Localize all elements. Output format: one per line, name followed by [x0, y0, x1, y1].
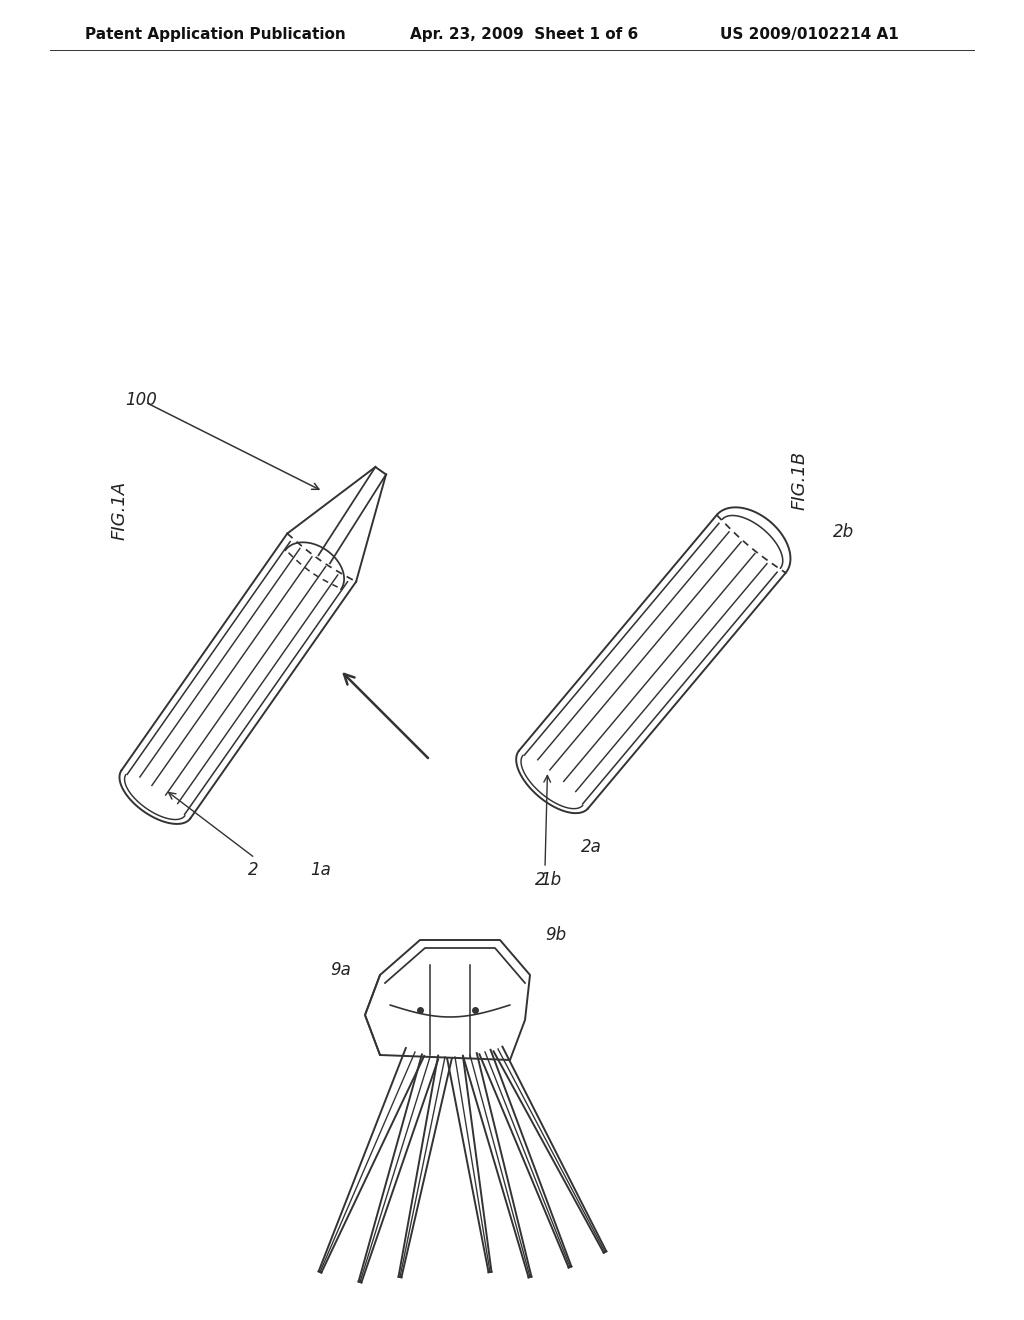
- Text: US 2009/0102214 A1: US 2009/0102214 A1: [720, 28, 899, 42]
- Text: 9a: 9a: [330, 961, 351, 979]
- Text: 2: 2: [535, 871, 546, 888]
- Text: 9b: 9b: [545, 927, 566, 944]
- Text: 100: 100: [125, 391, 157, 409]
- Text: 1b: 1b: [540, 871, 561, 888]
- Text: Apr. 23, 2009  Sheet 1 of 6: Apr. 23, 2009 Sheet 1 of 6: [410, 28, 638, 42]
- Text: 2a: 2a: [581, 837, 602, 855]
- Text: 1a: 1a: [310, 861, 331, 879]
- Text: 2b: 2b: [834, 523, 855, 541]
- Text: FIG.1A: FIG.1A: [111, 480, 129, 540]
- Text: 2: 2: [248, 861, 259, 879]
- Text: FIG.1B: FIG.1B: [791, 450, 809, 510]
- Text: Patent Application Publication: Patent Application Publication: [85, 28, 346, 42]
